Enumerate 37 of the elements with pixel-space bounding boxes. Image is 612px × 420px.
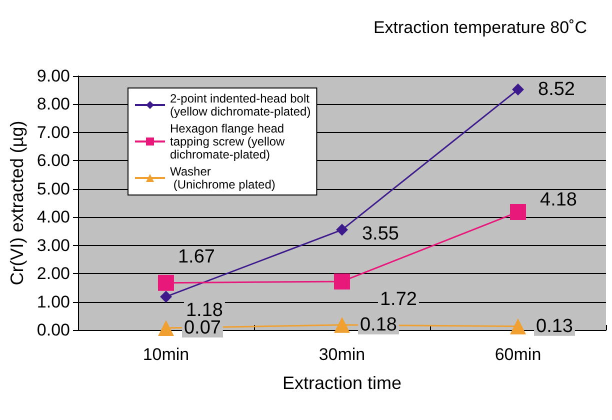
x-tick-label: 30min [318, 345, 366, 364]
point [158, 320, 174, 336]
legend-label: 2-point indented-head bolt (yellow dichromate-plated) [170, 92, 311, 118]
x-tick-label: 10min [142, 345, 190, 364]
y-tick-label: 4.00 [36, 208, 70, 227]
data-label: 8.52 [538, 79, 575, 100]
data-label: 0.18 [360, 314, 397, 336]
y-tick-label: 8.00 [36, 94, 70, 114]
y-tick-label: 3.00 [36, 236, 70, 255]
y-tick-label: 7.00 [36, 122, 70, 142]
chart-title: Extraction temperature 80˚C [373, 18, 588, 37]
y-tick-label: 5.00 [36, 179, 70, 198]
y-tick-label: 1.00 [36, 292, 70, 312]
data-label: 1.72 [380, 288, 417, 310]
data-label: 1.67 [178, 246, 215, 268]
y-tick-label: 0.00 [36, 320, 70, 340]
point [510, 204, 526, 220]
point [160, 290, 172, 303]
point [510, 318, 526, 334]
point [512, 84, 524, 96]
point [158, 274, 174, 291]
point [334, 316, 350, 333]
legend-label: Hexagon flange head tapping screw (yellow dichromate-plated) [170, 122, 286, 162]
data-label: 4.18 [540, 190, 577, 211]
point [334, 273, 350, 290]
data-label: 3.55 [362, 223, 399, 244]
point [336, 224, 348, 236]
x-tick-label: 60min [494, 345, 542, 364]
y-tick-label: 2.00 [36, 264, 70, 284]
y-tick-label: 6.00 [36, 151, 70, 170]
data-label: 0.07 [184, 318, 221, 339]
y-axis-title: Cr(VI) extracted (µg) [7, 120, 27, 286]
data-label: 0.13 [536, 316, 573, 337]
legend-label: Washer (Unichrome plated) [170, 164, 276, 192]
data-label: 1.18 [186, 300, 223, 322]
x-axis-title: Extraction time [282, 373, 402, 393]
y-tick-label: 9.00 [36, 66, 70, 86]
